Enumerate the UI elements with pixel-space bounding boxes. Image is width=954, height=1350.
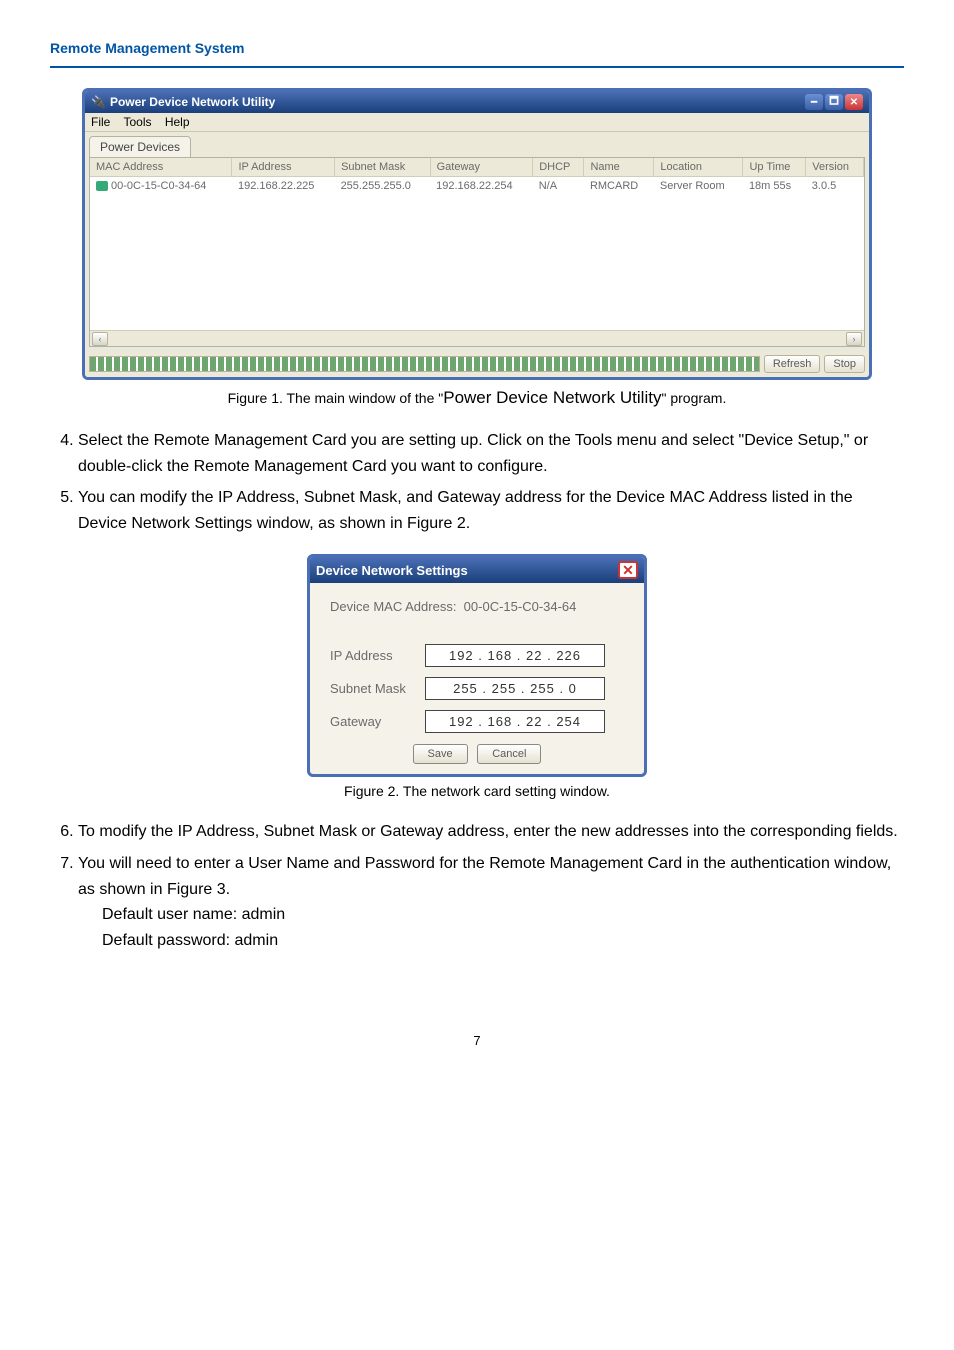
step-6: To modify the IP Address, Subnet Mask or… [78,819,904,845]
device-icon [96,181,108,191]
cell-gw: 192.168.22.254 [430,177,533,196]
dialog-titlebar: Device Network Settings ✕ [310,557,644,583]
col-name[interactable]: Name [584,158,654,177]
dialog-title: Device Network Settings [316,563,468,578]
table-row[interactable]: 00-0C-15-C0-34-64 192.168.22.225 255.255… [90,177,864,196]
menu-tools[interactable]: Tools [123,115,151,129]
app-icon: 🔌 [91,95,106,109]
col-location[interactable]: Location [654,158,743,177]
step-4: Select the Remote Management Card you ar… [78,428,904,479]
scroll-left-button[interactable]: ‹ [92,332,108,346]
header-rule [50,66,904,68]
mask-label: Subnet Mask [330,681,425,696]
cell-dhcp: N/A [533,177,584,196]
dialog-close-button[interactable]: ✕ [618,561,638,579]
menu-help[interactable]: Help [165,115,190,129]
cell-ip: 192.168.22.225 [232,177,335,196]
maximize-button[interactable]: 🗖 [825,94,843,110]
ip-label: IP Address [330,648,425,663]
save-button[interactable]: Save [413,744,468,764]
cell-mask: 255.255.255.0 [335,177,431,196]
mac-address-line: Device MAC Address: 00-0C-15-C0-34-64 [330,599,624,614]
col-uptime[interactable]: Up Time [743,158,806,177]
utility-window: 🔌 Power Device Network Utility 🗕 🗖 ✕ Fil… [82,88,872,380]
progress-bar [89,356,760,372]
col-version[interactable]: Version [806,158,864,177]
device-table-wrap: MAC Address IP Address Subnet Mask Gatew… [89,157,865,347]
refresh-button[interactable]: Refresh [764,355,821,373]
minimize-button[interactable]: 🗕 [805,94,823,110]
cell-version: 3.0.5 [806,177,864,196]
default-user: Default user name: admin [78,902,904,928]
step-7: You will need to enter a User Name and P… [78,851,904,953]
col-dhcp[interactable]: DHCP [533,158,584,177]
device-table: MAC Address IP Address Subnet Mask Gatew… [90,158,864,195]
horizontal-scrollbar[interactable]: ‹ › [90,330,864,346]
col-gw[interactable]: Gateway [430,158,533,177]
page-header: Remote Management System [50,40,904,56]
cell-mac: 00-0C-15-C0-34-64 [111,180,206,192]
window-title: Power Device Network Utility [110,95,275,109]
titlebar: 🔌 Power Device Network Utility 🗕 🗖 ✕ [85,91,869,113]
tab-power-devices[interactable]: Power Devices [89,136,191,157]
figure1-caption: Figure 1. The main window of the "Power … [50,388,904,408]
page-number: 7 [50,1033,904,1048]
ip-address-input[interactable]: 192 . 168 . 22 . 226 [425,644,605,667]
stop-button[interactable]: Stop [824,355,865,373]
menubar: File Tools Help [85,113,869,132]
step-5: You can modify the IP Address, Subnet Ma… [78,485,904,536]
col-mask[interactable]: Subnet Mask [335,158,431,177]
col-mac[interactable]: MAC Address [90,158,232,177]
default-password: Default password: admin [78,928,904,954]
cell-location: Server Room [654,177,743,196]
close-button[interactable]: ✕ [845,94,863,110]
col-ip[interactable]: IP Address [232,158,335,177]
status-bar: Refresh Stop [85,351,869,377]
figure2-caption: Figure 2. The network card setting windo… [50,783,904,799]
cell-name: RMCARD [584,177,654,196]
gateway-input[interactable]: 192 . 168 . 22 . 254 [425,710,605,733]
menu-file[interactable]: File [91,115,110,129]
cell-uptime: 18m 55s [743,177,806,196]
gw-label: Gateway [330,714,425,729]
cancel-button[interactable]: Cancel [477,744,541,764]
subnet-mask-input[interactable]: 255 . 255 . 255 . 0 [425,677,605,700]
network-settings-dialog: Device Network Settings ✕ Device MAC Add… [307,554,647,777]
scroll-right-button[interactable]: › [846,332,862,346]
